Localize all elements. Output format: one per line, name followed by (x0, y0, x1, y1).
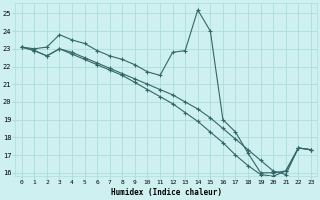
X-axis label: Humidex (Indice chaleur): Humidex (Indice chaleur) (111, 188, 222, 197)
